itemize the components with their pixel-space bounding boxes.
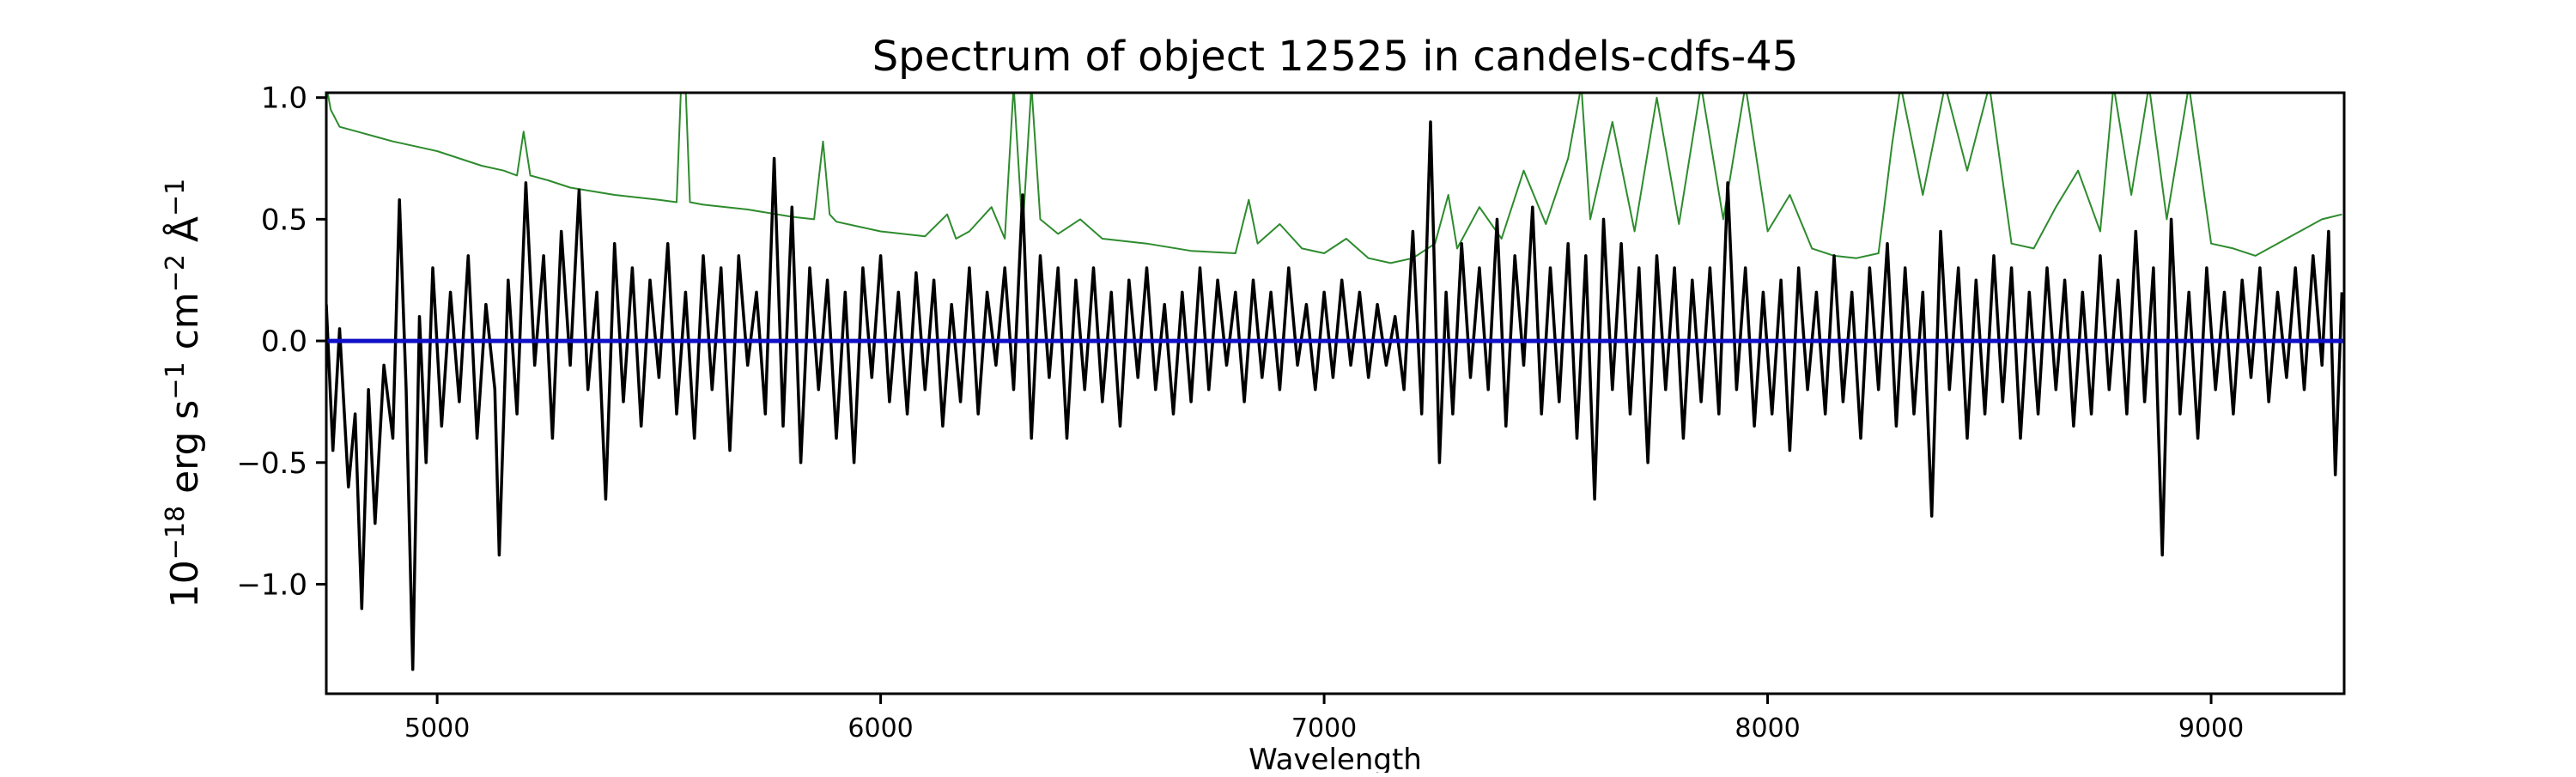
y-axis-label: 10−18 erg s−1 cm−2 Å−1 — [161, 179, 207, 608]
x-tick-label: 6000 — [848, 713, 913, 744]
plot-frame — [325, 91, 2346, 695]
y-tick-label: 1.0 — [261, 82, 307, 116]
chart-title: Spectrum of object 12525 in candels-cdfs… — [872, 33, 1799, 81]
x-tick-label: 8000 — [1735, 713, 1800, 744]
x-tick-label: 5000 — [404, 713, 470, 744]
x-axis: 5000 6000 7000 8000 9000 — [404, 694, 2244, 744]
flux-spectrum-line — [326, 120, 2344, 671]
y-tick-label: 0.5 — [261, 203, 307, 237]
y-tick-label: −0.5 — [236, 446, 307, 481]
error-spectrum-line — [326, 93, 2342, 264]
x-axis-label: Wavelength — [1249, 743, 1422, 773]
x-tick-label: 7000 — [1291, 713, 1357, 744]
plot-area — [325, 91, 2346, 695]
y-tick-label: −1.0 — [236, 568, 307, 602]
x-tick-label: 9000 — [2178, 713, 2244, 744]
y-axis: −1.0 −0.5 0.0 0.5 1.0 — [236, 82, 326, 602]
y-tick-label: 0.0 — [261, 325, 307, 359]
